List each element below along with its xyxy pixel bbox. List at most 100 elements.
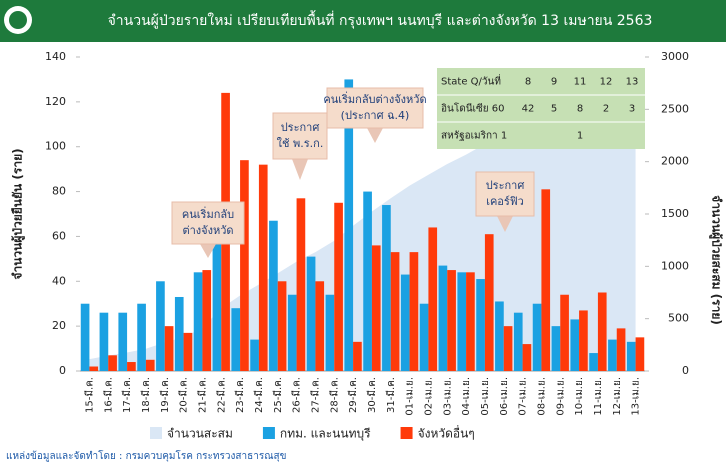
annotation-text: คนเริ่มกลับ	[182, 206, 234, 221]
x-tick-label: 05-เม.ย.	[480, 377, 491, 416]
legend-label: จำนวนสะสม	[167, 427, 233, 441]
bar	[212, 227, 222, 371]
bar	[202, 270, 212, 371]
table-cell: 42	[522, 104, 535, 115]
y-tick-label: 80	[52, 185, 66, 198]
bar	[438, 265, 448, 371]
x-tick-label: 23-มี.ค.	[234, 377, 246, 413]
bar	[89, 366, 99, 371]
annotation-text: ประกาศ	[486, 179, 525, 192]
source: แหล่งข้อมูลและจัดทำโดย : กรมควบคุมโรค กร…	[6, 449, 286, 462]
table-cell: 2	[603, 104, 609, 115]
bar	[108, 355, 117, 371]
x-tick-label: 25-มี.ค.	[272, 377, 284, 413]
table-cell: 11	[574, 77, 587, 88]
x-tick-label: 10-เม.ย.	[574, 377, 585, 416]
bar	[127, 362, 136, 371]
bar	[409, 252, 419, 371]
annotation-text: (ประกาศ ฉ.4)	[341, 109, 410, 122]
bar	[371, 245, 381, 371]
legend-swatch	[150, 427, 162, 439]
bar	[145, 359, 155, 371]
annotation-text: คนเริ่มกลับต่างจังหวัด	[323, 91, 426, 106]
x-tick-label: 04-เม.ย.	[461, 377, 472, 416]
table-cell: 8	[577, 104, 583, 115]
annotation-arrow	[361, 128, 389, 143]
bar	[570, 319, 580, 371]
annotation-arrow	[286, 159, 314, 180]
bar	[174, 296, 184, 371]
bar	[315, 281, 325, 371]
bar	[137, 303, 146, 371]
annotation-box	[272, 112, 328, 160]
bar	[277, 281, 287, 371]
chart-title: จำนวนผู้ป่วยรายใหม่ เปรียบเทียบพื้นที่ ก…	[108, 10, 653, 29]
table-bg	[437, 68, 645, 149]
y-axis-label: จำนวนผู้ป่วยยืนยัน (ราย)	[11, 148, 26, 279]
annotation-text: ต่างจังหวัด	[182, 224, 233, 237]
bar	[344, 79, 354, 371]
y-tick-label: 40	[52, 274, 66, 287]
x-tick-label: 16-มี.ค.	[102, 377, 114, 413]
bar	[419, 303, 429, 371]
y2-axis-label: จำนวนผู้ป่วยสะสม (ราย)	[709, 195, 724, 325]
x-tick-label: 03-เม.ย.	[442, 377, 453, 416]
bar	[334, 202, 343, 371]
annotation-box	[171, 201, 245, 245]
y2-tick-label: 3000	[661, 50, 689, 63]
x-tick-label: 22-มี.ค.	[215, 377, 227, 413]
x-tick-label: 07-เม.ย.	[518, 377, 529, 416]
bar	[428, 227, 438, 371]
table-cell: 12	[600, 77, 613, 88]
x-tick-label: 13-เม.ย.	[631, 377, 642, 416]
annotation-arrow	[491, 216, 519, 232]
bar	[156, 281, 165, 371]
bar	[447, 270, 456, 371]
x-tick-label: 28-มี.ค.	[328, 377, 340, 413]
y-tick-label: 0	[59, 364, 66, 377]
bar	[118, 312, 128, 371]
table-cell: 13	[626, 77, 639, 88]
x-tick-label: 26-มี.ค.	[291, 377, 303, 413]
bar	[400, 274, 410, 371]
x-tick-label: 30-มี.ค.	[366, 377, 378, 413]
x-tick-label: 11-เม.ย.	[593, 377, 604, 416]
annotation-box	[475, 171, 535, 217]
annotation-text: ประกาศ	[281, 121, 320, 134]
bar	[164, 326, 174, 371]
x-tick-label: 17-มี.ค.	[121, 377, 133, 413]
table-cell: 8	[525, 77, 531, 88]
x-tick-label: 20-มี.ค.	[178, 377, 190, 413]
bar	[476, 279, 485, 371]
x-tick-label: 02-เม.ย.	[423, 377, 434, 416]
bar	[597, 292, 607, 371]
bar	[560, 294, 569, 371]
table-cell: 3	[629, 104, 635, 115]
bar	[522, 344, 532, 371]
table-cell: 9	[551, 77, 557, 88]
y-tick-label: 120	[45, 95, 66, 108]
bar	[382, 205, 391, 371]
y2-tick-label: 500	[668, 312, 689, 325]
bar	[250, 339, 259, 371]
x-tick-label: 29-มี.ค.	[347, 377, 359, 413]
bar	[608, 339, 617, 371]
bar	[532, 303, 542, 371]
x-tick-label: 21-มี.ค.	[196, 377, 208, 413]
x-tick-label: 09-เม.ย.	[555, 377, 566, 416]
annotation-text: ใช้ พ.ร.ก.	[277, 137, 324, 150]
y-tick-label: 20	[52, 319, 66, 332]
bar	[551, 326, 561, 371]
bar	[325, 294, 335, 371]
bar	[287, 294, 297, 371]
bar	[579, 310, 588, 371]
x-tick-label: 24-มี.ค.	[253, 377, 265, 413]
bar	[616, 328, 626, 371]
legend-swatch	[262, 427, 275, 439]
x-tick-label: 01-เม.ย.	[405, 377, 416, 416]
legend-swatch	[400, 427, 413, 439]
bar	[193, 272, 203, 371]
x-tick-label: 08-เม.ย.	[536, 377, 547, 416]
x-tick-label: 15-มี.ค.	[83, 377, 95, 413]
